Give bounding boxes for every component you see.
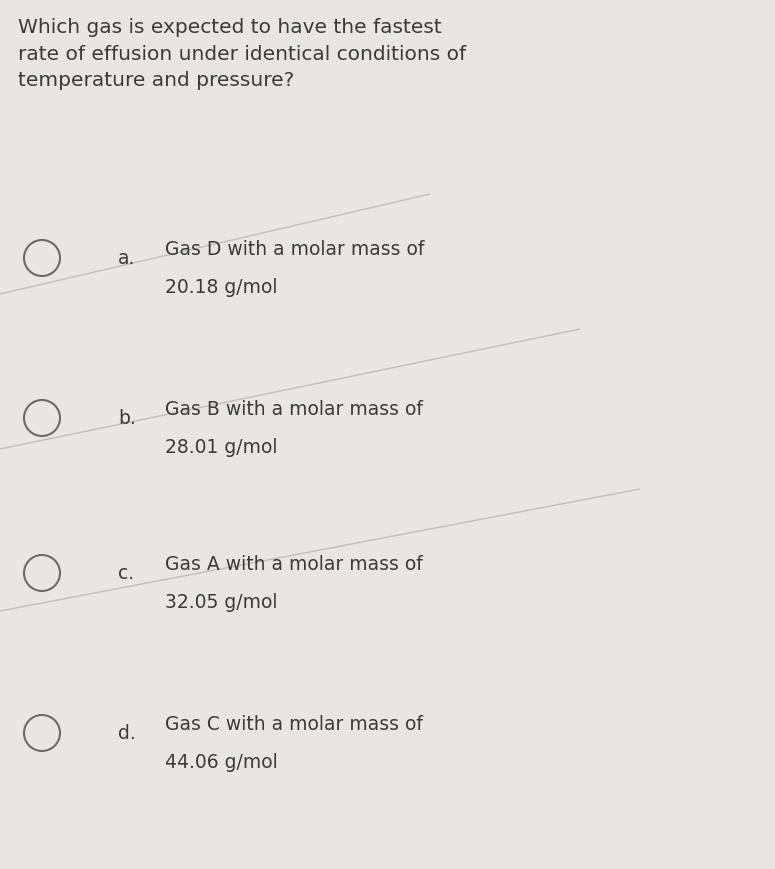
Text: 32.05 g/mol: 32.05 g/mol bbox=[165, 593, 277, 611]
Text: 20.18 g/mol: 20.18 g/mol bbox=[165, 278, 277, 296]
Text: Which gas is expected to have the fastest
rate of effusion under identical condi: Which gas is expected to have the fastes… bbox=[18, 18, 466, 90]
Text: c.: c. bbox=[118, 564, 134, 583]
Text: Gas C with a molar mass of: Gas C with a molar mass of bbox=[165, 714, 423, 733]
Text: a.: a. bbox=[118, 249, 136, 269]
Text: Gas D with a molar mass of: Gas D with a molar mass of bbox=[165, 240, 425, 259]
Text: d.: d. bbox=[118, 724, 136, 743]
Text: b.: b. bbox=[118, 409, 136, 428]
Text: 28.01 g/mol: 28.01 g/mol bbox=[165, 437, 277, 456]
Text: 44.06 g/mol: 44.06 g/mol bbox=[165, 753, 277, 771]
Text: Gas B with a molar mass of: Gas B with a molar mass of bbox=[165, 400, 423, 419]
Text: Gas A with a molar mass of: Gas A with a molar mass of bbox=[165, 554, 422, 574]
